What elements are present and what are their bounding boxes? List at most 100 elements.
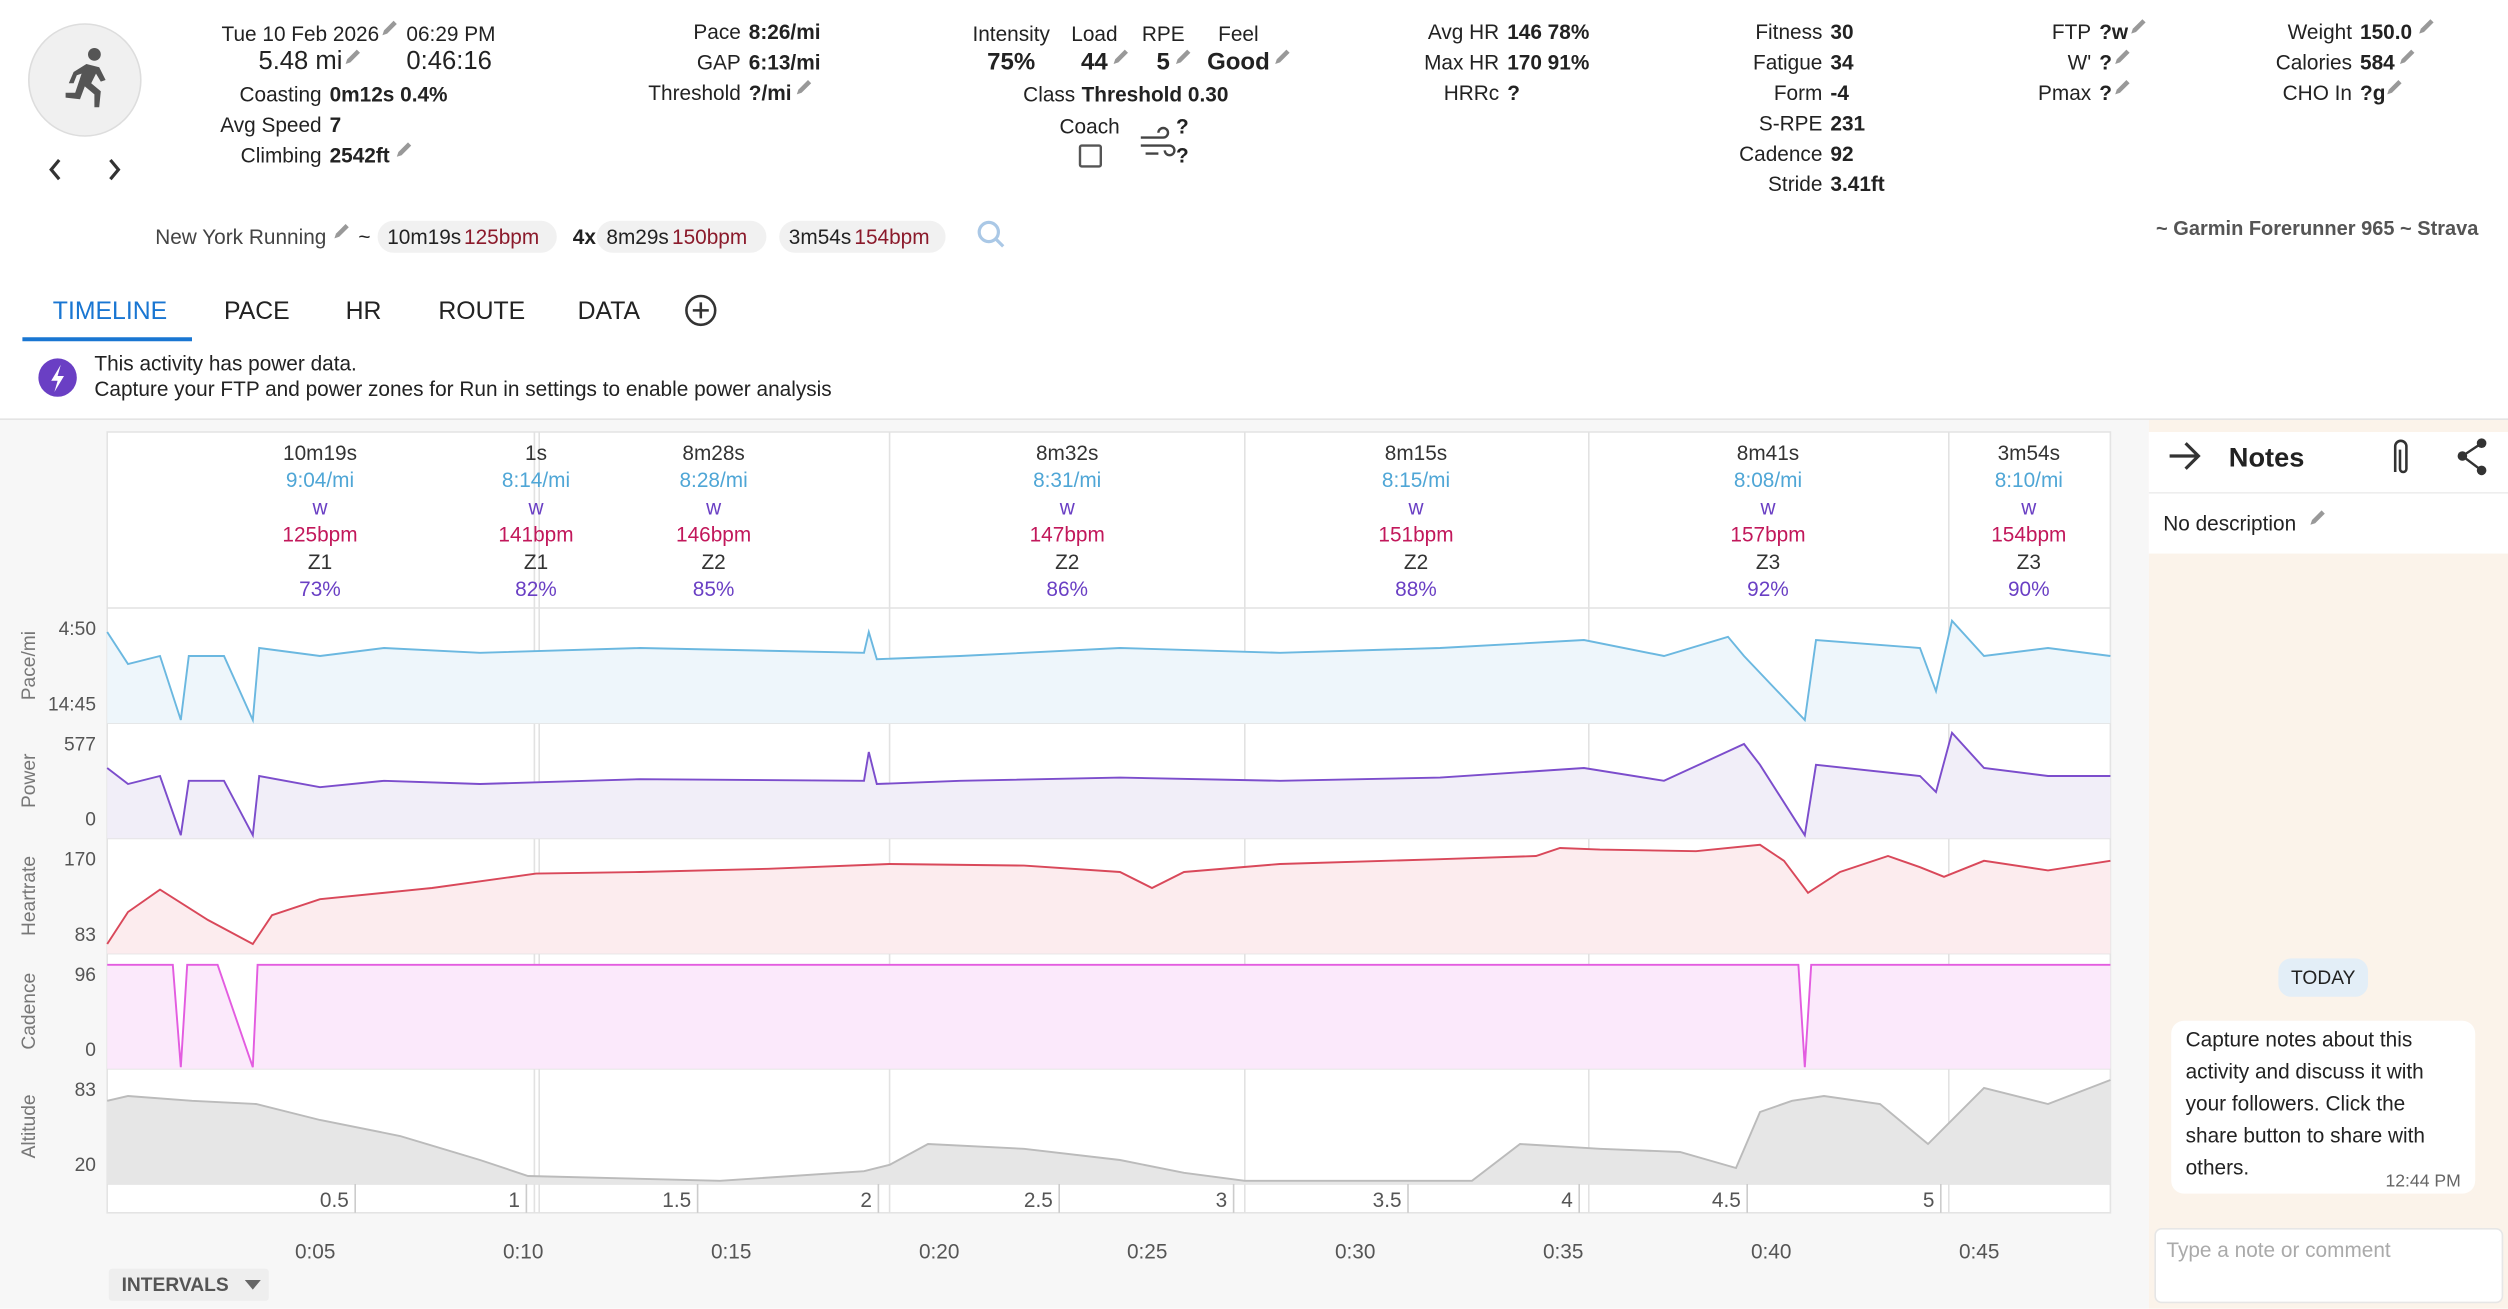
- notes-title: Notes: [2228, 442, 2305, 473]
- separator: ~: [358, 224, 371, 249]
- interval-field: w: [528, 495, 544, 520]
- stat-value: 3.41ft: [1830, 172, 1885, 196]
- notice: Capture your FTP and power zones for Run…: [94, 376, 832, 401]
- search-icon[interactable]: [977, 220, 1001, 244]
- time-label: 0:15: [710, 1239, 752, 1264]
- time-label: 0:05: [294, 1239, 336, 1264]
- edit-icon: [345, 49, 360, 64]
- edit-icon: [2131, 19, 2146, 34]
- interval-field: 8:14/mi: [501, 468, 571, 492]
- time: 06:29 PM: [406, 21, 496, 46]
- class-label: Class: [1023, 82, 1076, 107]
- time-label: 0:20: [918, 1239, 960, 1264]
- stat-value: 170 91%: [1507, 50, 1590, 75]
- notes-description: No description: [2163, 511, 2297, 536]
- distance-label: 2: [860, 1188, 872, 1212]
- power-icon: [51, 364, 64, 392]
- wind-value: ?: [1176, 114, 1189, 139]
- time-label: 0:40: [1750, 1239, 1792, 1264]
- stat-label: Weight: [2287, 20, 2352, 44]
- interval-field: w: [706, 495, 722, 520]
- stat-value: ?: [2099, 80, 2112, 105]
- chip-time: 8m29s: [606, 224, 669, 249]
- panel-bottom: 20: [74, 1153, 96, 1176]
- stat-label: Calories: [2275, 50, 2352, 75]
- interval-field: Z1: [523, 549, 549, 574]
- runner-icon: [65, 48, 106, 108]
- tab[interactable]: ROUTE: [438, 298, 526, 326]
- stat-label: GAP: [696, 50, 741, 75]
- intervals-button[interactable]: [108, 1268, 269, 1301]
- note-placeholder[interactable]: Type a note or comment: [2166, 1237, 2391, 1262]
- stat-value: 34: [1830, 50, 1854, 75]
- stat-label: Avg HR: [1427, 20, 1500, 44]
- stat-value: ?: [1507, 80, 1520, 105]
- effort-value: 44: [1081, 48, 1108, 76]
- interval-field: 10m19s: [283, 440, 357, 465]
- interval-chip: [779, 220, 946, 253]
- tab[interactable]: DATA: [577, 298, 641, 326]
- intervals-button-label[interactable]: INTERVALS: [121, 1273, 229, 1296]
- coach-checkbox[interactable]: [1078, 144, 1103, 168]
- effort-label: Intensity: [972, 21, 1050, 46]
- tab[interactable]: HR: [345, 298, 382, 326]
- interval-field: 82%: [515, 576, 557, 601]
- interval-field: 92%: [1747, 576, 1789, 601]
- distance: 5.48 mi: [258, 48, 343, 76]
- interval-field: Z2: [1055, 549, 1080, 574]
- stat-value: 584: [2360, 50, 2395, 75]
- interval-field: 8:15/mi: [1381, 468, 1451, 492]
- back-arrow[interactable]: [2169, 442, 2201, 470]
- panel-label: Altitude: [17, 1094, 40, 1159]
- panel-top: 96: [74, 963, 96, 986]
- interval-field: 8m32s: [1035, 440, 1099, 465]
- search-icon: [994, 237, 1005, 248]
- trace-line: [106, 618, 2111, 724]
- stat-label: Cadence: [1739, 141, 1823, 166]
- add-tab[interactable]: [685, 294, 717, 327]
- edit-icon: [1113, 49, 1128, 64]
- panel-top: 83: [74, 1078, 96, 1101]
- stat-label: Fitness: [1755, 20, 1823, 44]
- effort-value: 75%: [987, 48, 1036, 76]
- stat-label: Pace: [693, 20, 741, 44]
- coach-label: Coach: [1059, 114, 1120, 139]
- trace-area: [107, 964, 2111, 1069]
- message-time: 12:44 PM: [2385, 1172, 2461, 1192]
- interval-field: 73%: [299, 576, 341, 601]
- interval-field: Z1: [307, 549, 333, 574]
- effort-label: RPE: [1141, 21, 1185, 46]
- interval-chip: [596, 220, 767, 253]
- tab[interactable]: PACE: [224, 298, 290, 326]
- share-icon: [2460, 442, 2483, 472]
- distance-label: 0.5: [319, 1188, 349, 1212]
- note-input[interactable]: [2154, 1228, 2504, 1304]
- distance-label: 1.5: [662, 1188, 692, 1212]
- interval-field: 8:08/mi: [1733, 468, 1803, 492]
- panel-top: 577: [63, 732, 96, 756]
- stat-label: Stride: [1768, 172, 1823, 196]
- interval-field: 88%: [1395, 576, 1437, 601]
- interval-field: 147bpm: [1029, 522, 1105, 547]
- chip-hr: 125bpm: [464, 224, 540, 249]
- interval-field: Z2: [701, 549, 726, 574]
- edit-icon: [2419, 19, 2434, 34]
- interval-field: w: [1408, 495, 1424, 520]
- stat-label: Avg Speed: [220, 112, 322, 137]
- stat-label: Max HR: [1424, 50, 1500, 75]
- chip-time: 3m54s: [788, 224, 852, 249]
- edit-icon: [2400, 49, 2415, 64]
- time-label: 0:25: [1126, 1239, 1168, 1264]
- panel-label: Heartrate: [17, 855, 40, 937]
- attach-icon[interactable]: [2393, 439, 2408, 474]
- interval-chip: [377, 220, 557, 253]
- interval-field: w: [1760, 495, 1776, 520]
- stat-value: 6:13/mi: [748, 50, 821, 75]
- stat-value: 92: [1830, 141, 1854, 166]
- edit-icon: [1176, 49, 1191, 64]
- nav-arrows[interactable]: [49, 158, 121, 181]
- trace-line: [106, 730, 2111, 839]
- tab[interactable]: TIMELINE: [52, 298, 168, 326]
- stat-value: ?w: [2099, 20, 2129, 44]
